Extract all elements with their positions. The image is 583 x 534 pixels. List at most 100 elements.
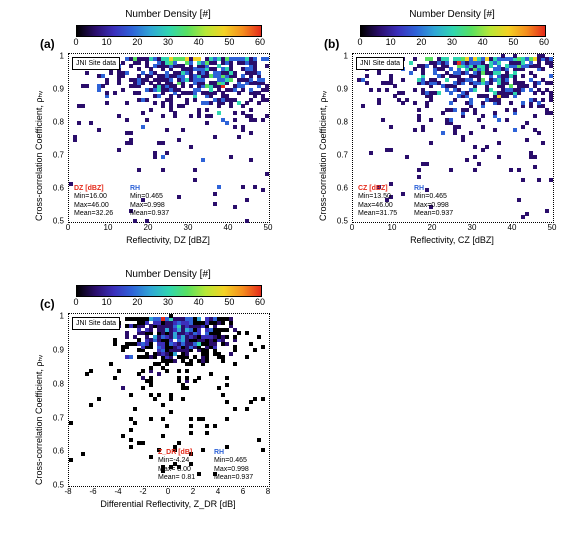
density-cell — [457, 88, 461, 92]
density-cell — [361, 104, 365, 108]
density-cell — [449, 118, 453, 122]
x-tick: 10 — [388, 223, 397, 232]
density-cell — [141, 125, 145, 129]
stats-left-line: Min=13.50 — [358, 193, 397, 201]
x-axis-label: Reflectivity, CZ [dBZ] — [352, 235, 552, 245]
density-cell — [169, 314, 173, 318]
density-cell — [85, 71, 89, 75]
density-cell — [161, 141, 165, 145]
density-cell — [117, 369, 121, 373]
density-cell — [121, 434, 125, 438]
stats-right: RHMin=0.465Max=0.998Mean=0.937 — [214, 449, 253, 483]
density-cell — [265, 57, 269, 61]
panel-c: (c)Number Density [#]01020304050600.50.6… — [12, 265, 290, 523]
density-cell — [193, 178, 197, 182]
density-cell — [533, 74, 537, 78]
density-cell — [193, 379, 197, 383]
density-cell — [233, 111, 237, 115]
density-cell — [105, 101, 109, 105]
density-cell — [149, 331, 153, 335]
density-cell — [473, 145, 477, 149]
x-tick: -8 — [64, 487, 71, 496]
density-cell — [149, 417, 153, 421]
density-cell — [525, 121, 529, 125]
density-cell — [165, 128, 169, 132]
density-cell — [237, 101, 241, 105]
density-cell — [185, 369, 189, 373]
density-cell — [389, 74, 393, 78]
density-cell — [133, 407, 137, 411]
density-cell — [245, 331, 249, 335]
density-cell — [421, 88, 425, 92]
density-cell — [533, 165, 537, 169]
density-cell — [265, 64, 269, 68]
density-cell — [469, 131, 473, 135]
density-cell — [481, 114, 485, 118]
stats-right-header: RH — [130, 185, 169, 193]
density-cell — [165, 362, 169, 366]
x-tick: 8 — [266, 487, 270, 496]
density-cell — [89, 403, 93, 407]
density-cell — [213, 342, 217, 346]
density-cell — [529, 151, 533, 155]
density-cell — [229, 155, 233, 159]
density-cell — [369, 151, 373, 155]
density-cell — [233, 345, 237, 349]
density-cell — [253, 57, 257, 61]
stats-left: DZ [dBZ]Min=16.00Max=46.00Mean=32.26 — [74, 185, 113, 219]
density-cell — [233, 338, 237, 342]
density-cell — [233, 335, 237, 339]
density-cell — [97, 397, 101, 401]
stats-right-header: RH — [414, 185, 453, 193]
density-cell — [533, 128, 537, 132]
density-cell — [261, 345, 265, 349]
density-cell — [521, 178, 525, 182]
density-cell — [521, 81, 525, 85]
density-cell — [149, 455, 153, 459]
density-cell — [125, 71, 129, 75]
density-cell — [153, 151, 157, 155]
density-cell — [165, 424, 169, 428]
stats-left-line: Mean=32.26 — [74, 210, 113, 218]
density-cell — [533, 155, 537, 159]
colorbar-tick: 0 — [73, 297, 78, 307]
y-tick: 1 — [40, 52, 64, 61]
density-cell — [141, 324, 145, 328]
density-cell — [77, 121, 81, 125]
stats-right-line: Min=0.465 — [214, 457, 253, 465]
density-cell — [85, 372, 89, 376]
density-cell — [121, 386, 125, 390]
panel-label: (a) — [40, 37, 55, 51]
density-cell — [249, 342, 253, 346]
y-axis-label: Cross-correlation Coefficient, ρₕᵥ — [34, 355, 45, 485]
density-cell — [437, 81, 441, 85]
density-cell — [213, 424, 217, 428]
density-cell — [481, 125, 485, 129]
density-cell — [205, 359, 209, 363]
stats-left-line: Max=46.00 — [74, 202, 113, 210]
density-cell — [377, 88, 381, 92]
density-cell — [265, 98, 269, 102]
density-cell — [481, 78, 485, 82]
panel-label: (b) — [324, 37, 339, 51]
density-cell — [417, 108, 421, 112]
density-cell — [137, 372, 141, 376]
stats-left-line: Max=46.00 — [358, 202, 397, 210]
density-cell — [541, 98, 545, 102]
density-cell — [205, 355, 209, 359]
density-cell — [129, 355, 133, 359]
density-cell — [525, 84, 529, 88]
density-cell — [173, 359, 177, 363]
density-cell — [141, 71, 145, 75]
density-cell — [397, 98, 401, 102]
x-tick: -6 — [89, 487, 96, 496]
density-cell — [225, 342, 229, 346]
stats-left-line: Min=16.00 — [74, 193, 113, 201]
density-cell — [189, 359, 193, 363]
y-tick: 1 — [40, 312, 64, 321]
density-cell — [541, 67, 545, 71]
density-cell — [261, 94, 265, 98]
density-cell — [249, 158, 253, 162]
x-tick: 20 — [428, 223, 437, 232]
density-cell — [149, 379, 153, 383]
